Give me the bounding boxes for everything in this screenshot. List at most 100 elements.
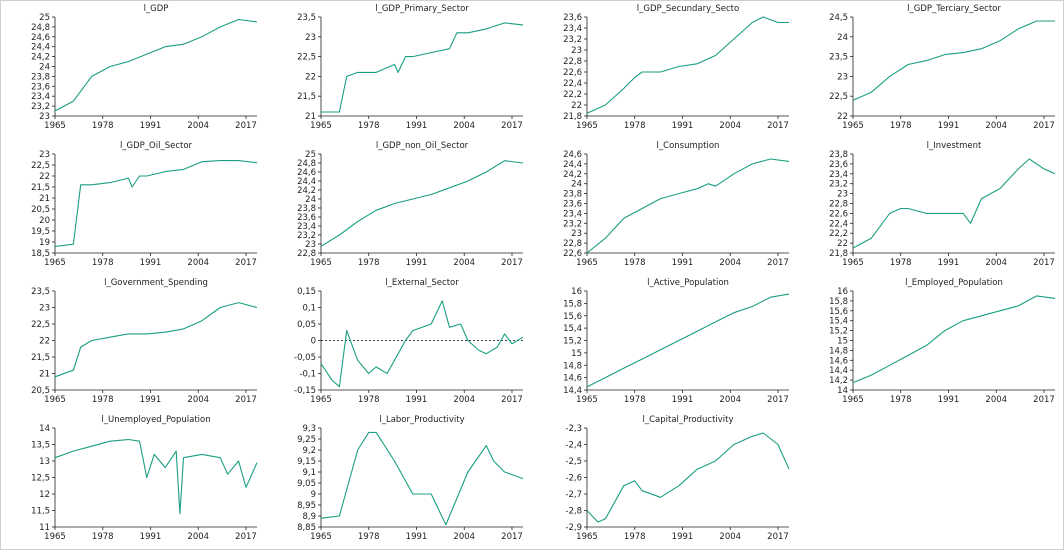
y-tick-label: 20 <box>39 216 50 226</box>
chart-svg-9: l_External_Sector -0,15 -0,1 -0,05 0 0,05 0,1 0… <box>294 278 524 405</box>
y-tick-label: 9,05 <box>297 479 316 489</box>
y-tick-label: 16 <box>837 287 848 297</box>
chart-title: l_GDP_non_Oil_Sector <box>376 141 469 151</box>
x-tick-label: 1978 <box>624 532 646 542</box>
y-tick-label: 22 <box>571 101 582 111</box>
x-tick-label: 1978 <box>358 121 380 131</box>
chart-svg-10: l_Active_Population 14,4 14,6 14,8 15 15,2 15,… <box>563 278 790 405</box>
series-line <box>321 22 524 113</box>
x-tick-label: 2004 <box>719 121 741 131</box>
x-tick-label: 2004 <box>187 395 209 405</box>
axis-lines <box>852 291 1055 391</box>
y-tick-label: 23 <box>39 150 50 160</box>
x-tick-label: 1991 <box>406 395 428 405</box>
y-tick-label: 15,2 <box>829 327 848 337</box>
axis-lines <box>320 428 523 528</box>
y-tick-label: 22,4 <box>829 219 848 229</box>
y-tick-label: 22 <box>305 72 316 82</box>
x-tick-label: 1965 <box>310 395 332 405</box>
y-tick-label: 11 <box>39 523 50 533</box>
axis-lines <box>320 17 523 117</box>
y-tick-label: 23,6 <box>829 160 848 170</box>
y-tick-label: 23,2 <box>563 219 582 229</box>
series-line <box>320 160 524 247</box>
x-tick-label: 2017 <box>767 121 789 131</box>
y-tick-label: 23 <box>305 33 316 43</box>
y-tick-label: 24,4 <box>297 177 316 187</box>
y-tick-label: 9,2 <box>302 446 316 456</box>
chart-svg-8: l_Government_Spending 20,5 21 21,5 22 22,5 23 2… <box>31 278 258 405</box>
x-tick-label: 1965 <box>310 258 332 268</box>
y-tick-label: 16 <box>571 287 582 297</box>
y-tick-label: 23,5 <box>829 53 848 63</box>
series-line <box>54 438 258 515</box>
y-tick-label: 20,5 <box>31 386 50 396</box>
chart-panel-11: l_Employed_Population 14 14,2 14,4 14,6 14,8 1… <box>799 275 1064 412</box>
x-tick-label: 2004 <box>985 258 1007 268</box>
x-tick-label: 1978 <box>624 395 646 405</box>
y-tick-label: 24,6 <box>31 33 50 43</box>
axis-lines <box>586 17 789 117</box>
y-tick-label: 23,2 <box>297 231 316 241</box>
x-tick-label: 1965 <box>842 121 864 131</box>
y-tick-label: -2,7 <box>565 490 582 500</box>
y-tick-label: -0,1 <box>299 370 316 380</box>
y-tick-label: 24,2 <box>297 186 316 196</box>
y-tick-label: 14,8 <box>563 361 582 371</box>
x-tick-label: 2004 <box>985 121 1007 131</box>
x-tick-label: 1991 <box>672 532 694 542</box>
y-tick-label: 0,1 <box>302 304 316 314</box>
y-tick-label: -2,4 <box>565 441 582 451</box>
x-tick-label: 2004 <box>985 395 1007 405</box>
y-tick-label: 22,4 <box>563 79 582 89</box>
chart-panel-3: l_GDP_Terciary_Sector 22 22,5 23 23,5 24 24,5 1… <box>799 1 1064 138</box>
y-tick-label: 14 <box>837 386 848 396</box>
x-tick-label: 1991 <box>406 121 428 131</box>
y-tick-label: 8,85 <box>297 523 316 533</box>
chart-svg-14: l_Capital_Productivity -2,9 -2,8 -2,7 -2,6 -2… <box>565 415 790 542</box>
x-tick-label: 2004 <box>719 532 741 542</box>
y-tick-label: 21,8 <box>563 112 582 122</box>
y-tick-label: 21,8 <box>829 249 848 259</box>
x-tick-label: 2017 <box>501 121 523 131</box>
x-tick-label: 2017 <box>235 121 257 131</box>
x-tick-label: 1978 <box>624 258 646 268</box>
x-tick-label: 1991 <box>140 395 162 405</box>
y-tick-label: 23 <box>837 190 848 200</box>
y-tick-label: -2,6 <box>565 474 582 484</box>
chart-title: l_Unemployed_Population <box>101 415 210 425</box>
y-tick-label: 24 <box>305 195 316 205</box>
y-tick-label: 23 <box>571 229 582 239</box>
x-tick-label: 1965 <box>310 532 332 542</box>
y-tick-label: 15,6 <box>829 307 848 317</box>
chart-panel-5: l_GDP_non_Oil_Sector 22,8 23 23,2 23,4 23,6 23… <box>267 138 533 275</box>
x-tick-label: 1991 <box>672 258 694 268</box>
x-tick-label: 1978 <box>92 395 114 405</box>
x-tick-label: 1965 <box>310 121 332 131</box>
x-tick-label: 2004 <box>453 258 475 268</box>
series-line <box>852 295 1056 384</box>
y-tick-label: 14 <box>39 424 50 434</box>
x-tick-label: 1978 <box>92 258 114 268</box>
y-tick-label: 21,5 <box>31 353 50 363</box>
y-tick-label: 21 <box>39 370 50 380</box>
chart-panel-10: l_Active_Population 14,4 14,6 14,8 15 15,2 15,… <box>533 275 799 412</box>
x-tick-label: 1991 <box>938 121 960 131</box>
y-tick-label: 23,4 <box>31 92 50 102</box>
y-tick-label: 14,6 <box>829 356 848 366</box>
x-tick-label: 1965 <box>44 395 66 405</box>
y-tick-label: 24,8 <box>297 159 316 169</box>
y-tick-label: 9,15 <box>297 457 316 467</box>
y-tick-label: 11,5 <box>31 507 50 517</box>
chart-title: l_GDP_Secundary_Secto <box>637 4 739 14</box>
y-tick-label: 23,2 <box>829 180 848 190</box>
y-tick-label: 22,6 <box>563 68 582 78</box>
y-tick-label: 0,05 <box>297 320 316 330</box>
y-tick-label: 23,4 <box>563 24 582 34</box>
chart-svg-4: l_GDP_Oil_Sector18,51919,52020,52121,522… <box>31 141 258 268</box>
y-tick-label: 22,5 <box>31 161 50 171</box>
y-tick-label: 9,25 <box>297 435 316 445</box>
y-tick-label: 13 <box>39 457 50 467</box>
y-tick-label: 12 <box>39 490 50 500</box>
axis-lines <box>54 428 257 528</box>
